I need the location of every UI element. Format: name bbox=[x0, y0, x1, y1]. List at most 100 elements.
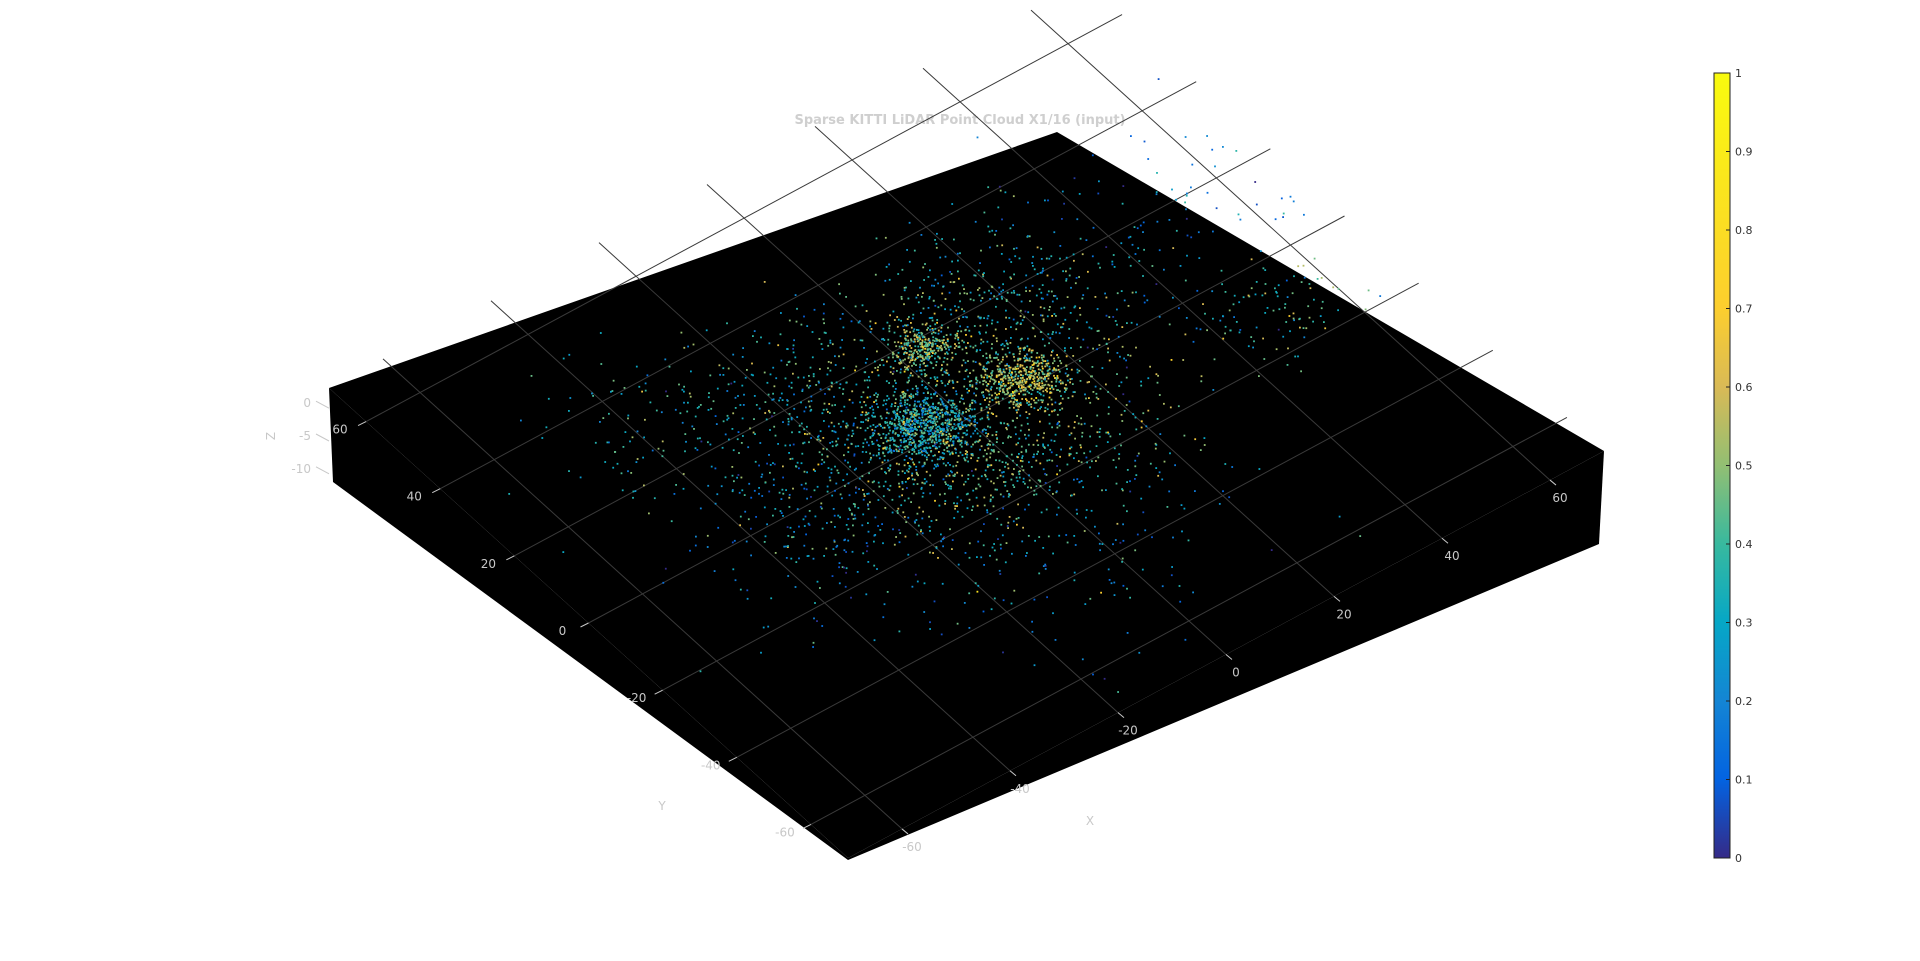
lidar-point bbox=[1041, 270, 1044, 272]
lidar-point bbox=[898, 447, 901, 449]
lidar-point bbox=[1051, 351, 1053, 353]
lidar-point bbox=[819, 506, 822, 508]
lidar-point bbox=[1077, 460, 1080, 462]
lidar-point bbox=[1136, 227, 1139, 230]
lidar-point bbox=[932, 367, 935, 369]
lidar-point bbox=[1069, 312, 1072, 314]
lidar-point bbox=[1286, 296, 1289, 298]
lidar-point bbox=[916, 391, 919, 394]
lidar-point bbox=[988, 400, 991, 403]
lidar-point bbox=[874, 426, 877, 428]
lidar-point bbox=[1107, 412, 1110, 415]
lidar-point bbox=[905, 455, 908, 457]
lidar-point bbox=[1004, 393, 1007, 396]
lidar-point bbox=[919, 423, 922, 426]
lidar-point bbox=[902, 390, 905, 393]
lidar-point bbox=[968, 556, 971, 559]
lidar-point bbox=[1222, 315, 1224, 317]
lidar-point bbox=[1044, 563, 1047, 566]
lidar-point bbox=[893, 443, 895, 446]
lidar-point bbox=[1001, 378, 1004, 381]
lidar-point bbox=[629, 440, 631, 443]
lidar-point bbox=[1091, 460, 1093, 463]
lidar-point bbox=[935, 427, 938, 430]
lidar-point bbox=[932, 350, 934, 352]
lidar-point bbox=[1261, 294, 1264, 297]
lidar-point bbox=[920, 360, 923, 362]
lidar-point bbox=[900, 342, 903, 345]
lidar-point bbox=[927, 359, 930, 361]
lidar-point bbox=[1038, 372, 1040, 374]
lidar-point bbox=[910, 434, 913, 436]
lidar-point bbox=[911, 387, 914, 390]
lidar-point bbox=[908, 353, 911, 356]
lidar-point bbox=[1064, 349, 1066, 352]
lidar-point bbox=[881, 359, 883, 361]
x-axis-label: X bbox=[1086, 814, 1094, 828]
lidar-point bbox=[1063, 306, 1066, 309]
y-tick-mark bbox=[506, 555, 515, 561]
lidar-point bbox=[820, 343, 823, 345]
lidar-point bbox=[1021, 337, 1023, 340]
lidar-point bbox=[928, 351, 931, 354]
lidar-point bbox=[1003, 391, 1005, 394]
lidar-point bbox=[924, 482, 926, 485]
lidar-point bbox=[1020, 384, 1023, 387]
lidar-point bbox=[971, 385, 974, 388]
lidar-point bbox=[1032, 367, 1035, 369]
lidar-point bbox=[660, 411, 663, 414]
lidar-point bbox=[946, 424, 949, 427]
lidar-point bbox=[646, 374, 649, 377]
lidar-point bbox=[872, 454, 875, 457]
lidar-point bbox=[1062, 270, 1064, 273]
lidar-point bbox=[946, 440, 949, 443]
lidar-point bbox=[1019, 404, 1022, 406]
lidar-point bbox=[876, 568, 878, 570]
x-tick-label: 0 bbox=[1232, 666, 1240, 680]
lidar-point bbox=[925, 374, 928, 377]
lidar-point bbox=[920, 373, 923, 376]
lidar-point bbox=[1047, 383, 1050, 386]
lidar-point bbox=[1073, 426, 1076, 429]
lidar-point bbox=[1010, 453, 1013, 456]
lidar-point bbox=[744, 510, 747, 513]
lidar-point bbox=[948, 418, 950, 421]
lidar-point bbox=[967, 460, 969, 463]
lidar-point bbox=[976, 590, 979, 593]
lidar-point bbox=[998, 392, 1000, 395]
lidar-point bbox=[936, 347, 938, 350]
lidar-point bbox=[1013, 406, 1015, 409]
lidar-point bbox=[958, 317, 960, 320]
lidar-point bbox=[997, 359, 1000, 361]
lidar-point bbox=[999, 189, 1002, 192]
lidar-point bbox=[1359, 535, 1362, 537]
lidar-point bbox=[693, 428, 695, 430]
lidar-point bbox=[928, 515, 930, 518]
lidar-point bbox=[1012, 459, 1014, 462]
lidar-point bbox=[1040, 362, 1043, 364]
lidar-point bbox=[995, 433, 998, 436]
lidar-point bbox=[1009, 342, 1012, 344]
lidar-point bbox=[745, 540, 748, 543]
lidar-point bbox=[927, 408, 930, 410]
lidar-point bbox=[964, 329, 967, 332]
lidar-point bbox=[1021, 457, 1023, 459]
lidar-point bbox=[632, 490, 635, 493]
lidar-point bbox=[897, 341, 900, 344]
lidar-point bbox=[991, 399, 994, 401]
lidar-point bbox=[1048, 368, 1051, 370]
lidar-point bbox=[847, 518, 850, 520]
lidar-point bbox=[933, 444, 936, 447]
lidar-point bbox=[1184, 201, 1186, 204]
lidar-point bbox=[764, 481, 767, 484]
lidar-point bbox=[967, 492, 969, 495]
lidar-point bbox=[792, 344, 795, 347]
lidar-point bbox=[998, 373, 1001, 376]
lidar-point bbox=[985, 432, 987, 434]
lidar-point bbox=[1037, 444, 1040, 446]
lidar-point bbox=[921, 416, 924, 419]
lidar-point bbox=[913, 333, 916, 336]
lidar-point bbox=[975, 440, 978, 443]
lidar-point bbox=[982, 275, 985, 278]
lidar-point bbox=[914, 446, 917, 449]
